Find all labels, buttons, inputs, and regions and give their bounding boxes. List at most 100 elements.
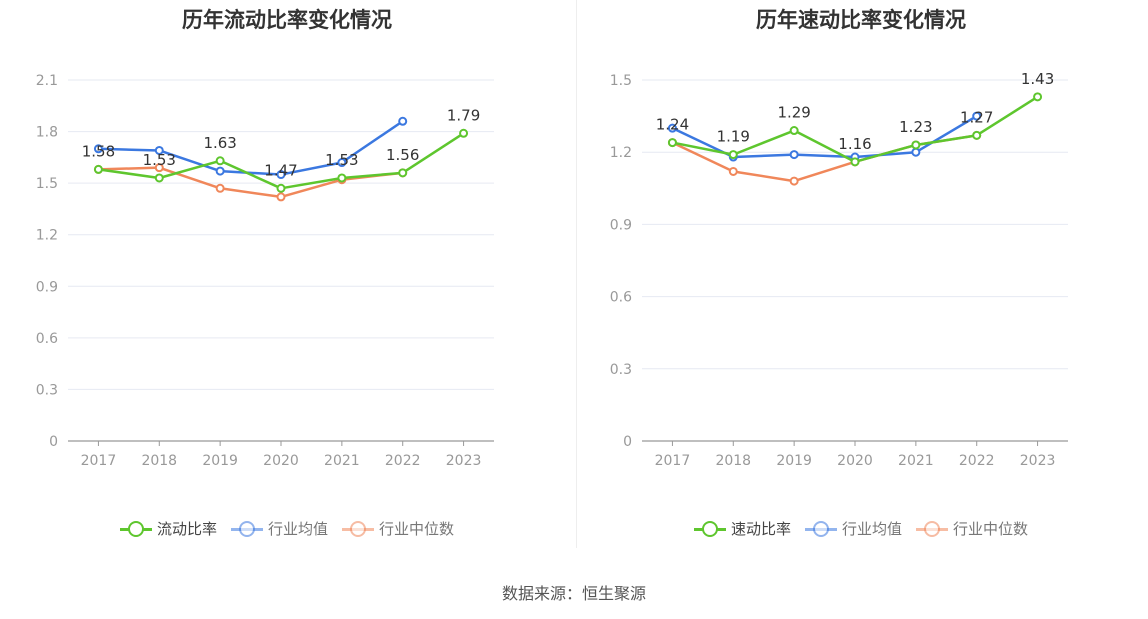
data-point xyxy=(337,158,347,168)
x-tick-label: 2019 xyxy=(776,453,812,469)
current-ratio-chart: 0 0.3 0.6 0.9 1.2 1.5 1.8 2.1 2017 2018 2019 2020 20… xyxy=(36,73,494,469)
data-point xyxy=(667,123,677,133)
legend-item[interactable]: 行业中位数 xyxy=(916,518,1028,539)
legend-label: 流动比率 xyxy=(156,520,217,538)
data-point xyxy=(728,166,738,176)
data-label: 1.27 xyxy=(960,108,993,126)
data-label: 1.29 xyxy=(777,104,810,122)
data-label: 1.63 xyxy=(203,134,236,152)
legend-label: 速动比率 xyxy=(730,520,791,538)
y-tick-label: 0.9 xyxy=(610,217,632,233)
legend-marker-icon xyxy=(342,519,374,539)
data-point xyxy=(154,173,164,183)
x-tick-label: 2017 xyxy=(655,453,691,469)
data-point xyxy=(667,138,677,148)
x-tick-label: 2022 xyxy=(959,453,995,469)
data-point xyxy=(276,183,286,193)
data-point xyxy=(215,183,225,193)
legend-item[interactable]: 速动比率 xyxy=(693,518,791,539)
data-point xyxy=(972,111,982,121)
legend-label: 行业均值 xyxy=(267,520,328,538)
data-point xyxy=(154,163,164,173)
data-point xyxy=(398,116,408,126)
y-tick-label: 0.9 xyxy=(36,279,58,295)
quick-ratio-chart: 0 0.3 0.6 0.9 1.2 1.5 2017 2018 2019 2020 2021 2022… xyxy=(610,70,1068,469)
x-tick-label: 2021 xyxy=(324,453,360,469)
chart-title: 历年速动比率变化情况 xyxy=(756,8,966,32)
data-point xyxy=(276,170,286,180)
data-point xyxy=(789,176,799,186)
data-label: 1.24 xyxy=(656,116,689,134)
data-point xyxy=(1033,92,1043,102)
y-tick-label: 0.3 xyxy=(610,362,632,378)
data-label: 1.53 xyxy=(143,151,176,169)
x-tick-label: 2021 xyxy=(898,453,934,469)
legend-marker-icon xyxy=(804,519,837,539)
data-label: 1.53 xyxy=(325,151,358,169)
data-point xyxy=(154,145,164,155)
legend-marker-icon xyxy=(119,519,152,539)
chart-panel-quick-ratio: 历年速动比率变化情况 0 0.3 0.6 0.9 1.2 1.5 2017 2018 2019 2… xyxy=(574,0,1148,560)
data-point xyxy=(276,192,286,202)
data-point xyxy=(850,157,860,167)
x-tick-label: 2020 xyxy=(837,453,873,469)
data-point xyxy=(337,173,347,183)
data-source-note: 数据来源：恒生聚源 xyxy=(501,584,646,603)
x-tick-label: 2023 xyxy=(446,453,482,469)
x-tick-label: 2017 xyxy=(81,453,117,469)
y-tick-label: 2.1 xyxy=(36,73,58,89)
data-point xyxy=(459,128,469,138)
series-line xyxy=(98,166,403,199)
legend-item[interactable]: 行业均值 xyxy=(804,518,902,539)
y-tick-label: 0 xyxy=(623,434,632,450)
data-label: 1.47 xyxy=(264,161,297,179)
y-tick-label: 1.5 xyxy=(610,73,632,89)
y-tick-label: 1.8 xyxy=(36,125,58,141)
data-point xyxy=(911,140,921,150)
chart-panel-current-ratio: 历年流动比率变化情况 0 0.3 0.6 0.9 1.2 1.5 1.8 2.1 2017 201… xyxy=(0,0,574,560)
x-tick-label: 2023 xyxy=(1020,453,1056,469)
y-tick-label: 1.5 xyxy=(36,176,58,192)
series-line xyxy=(98,120,404,176)
data-label: 1.23 xyxy=(899,118,932,136)
x-tick-label: 2022 xyxy=(385,453,421,469)
legend-label: 行业中位数 xyxy=(953,520,1029,538)
y-tick-label: 0.6 xyxy=(36,331,58,347)
data-label: 1.79 xyxy=(447,106,480,124)
y-tick-label: 1.2 xyxy=(610,145,632,161)
data-point xyxy=(215,166,225,176)
legend-item[interactable]: 行业中位数 xyxy=(342,518,454,539)
data-point xyxy=(93,164,103,174)
data-point xyxy=(93,144,103,154)
data-point xyxy=(789,126,799,136)
y-tick-label: 1.2 xyxy=(36,228,58,244)
y-tick-label: 0.3 xyxy=(36,382,58,398)
x-tick-label: 2019 xyxy=(202,453,238,469)
legend-marker-icon xyxy=(693,519,726,539)
data-point xyxy=(789,150,799,160)
data-point xyxy=(398,168,408,178)
data-point xyxy=(728,150,738,160)
legend: 流动比率 行业均值 行业中位数 xyxy=(0,518,574,539)
legend-label: 行业中位数 xyxy=(379,520,455,538)
x-tick-label: 2018 xyxy=(715,453,751,469)
panel-divider xyxy=(576,0,577,548)
legend: 速动比率 行业均值 行业中位数 xyxy=(574,518,1148,539)
legend-item[interactable]: 行业均值 xyxy=(230,518,328,539)
data-point xyxy=(972,130,982,140)
legend-marker-icon xyxy=(916,519,948,539)
legend-item[interactable]: 流动比率 xyxy=(119,518,217,539)
chart-title: 历年流动比率变化情况 xyxy=(182,8,392,32)
data-label: 1.19 xyxy=(717,128,750,146)
data-label: 1.43 xyxy=(1021,70,1054,88)
data-label: 1.58 xyxy=(82,142,115,160)
x-tick-label: 2018 xyxy=(141,453,177,469)
data-label: 1.16 xyxy=(838,135,871,153)
data-point xyxy=(215,156,225,166)
y-tick-label: 0 xyxy=(49,434,58,450)
legend-marker-icon xyxy=(230,519,263,539)
data-point xyxy=(911,147,921,157)
y-tick-label: 0.6 xyxy=(610,290,632,306)
legend-label: 行业均值 xyxy=(841,520,902,538)
x-tick-label: 2020 xyxy=(263,453,299,469)
